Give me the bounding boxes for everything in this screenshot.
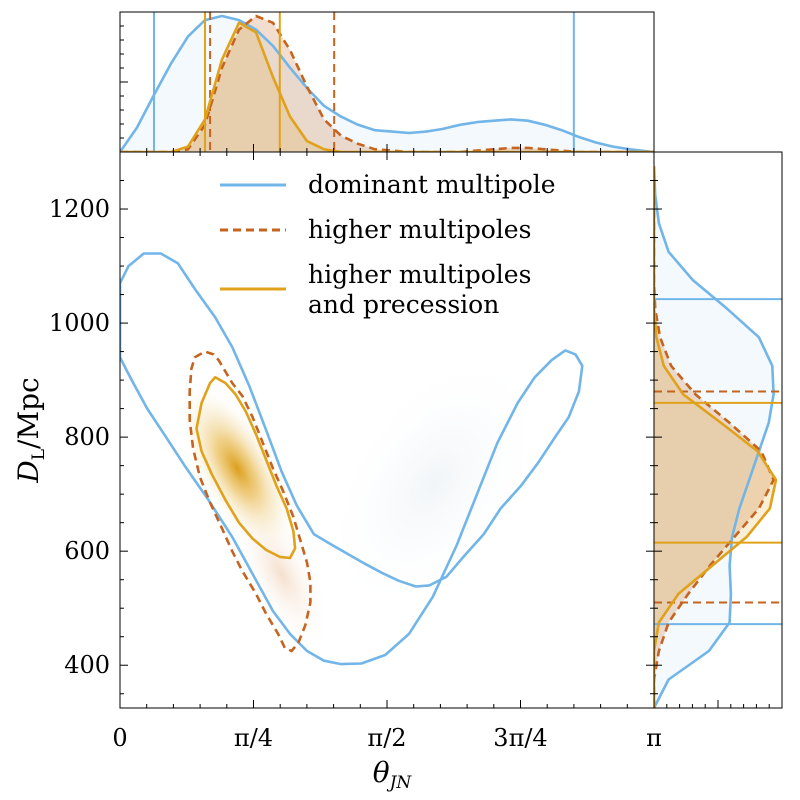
y-tick-label-3: 1000	[49, 309, 110, 337]
right-marginal-curve-0	[654, 166, 775, 708]
contour-series-2	[195, 375, 297, 560]
right-marginal-curve-1	[654, 166, 775, 708]
top-marginal-fill-2	[120, 22, 654, 152]
main-panel: 0 π/4 π/2 3π/4 π 400 600 800 1000 1200	[49, 151, 662, 752]
x-tick-label-2: π/2	[367, 724, 406, 752]
density-blob-peak	[178, 383, 297, 554]
density-shading	[178, 349, 548, 651]
x-tick-label-1: π/4	[234, 724, 273, 752]
top-marginal-fill-0	[120, 16, 654, 152]
top-ticks	[119, 11, 655, 153]
right-marginal-fill-2	[654, 166, 776, 708]
top-marginal-fill-1	[120, 16, 654, 152]
density-blob-faint	[321, 349, 548, 617]
top-marginal-curve-0	[120, 14, 654, 152]
right-marginal-layer	[654, 166, 782, 708]
legend-label-0: dominant multipole	[308, 170, 556, 199]
right-marginal-fill-1	[654, 166, 774, 708]
y-axis-label: DL/Mpc	[12, 377, 49, 483]
x-axis-label: θJN	[373, 756, 413, 793]
x-tick-label-0: 0	[112, 724, 127, 752]
y-tick-label-1: 600	[64, 537, 110, 565]
x-tick-label-3: 3π/4	[493, 724, 547, 752]
right-ticks	[653, 151, 783, 708]
top-marginal-curve-2	[120, 21, 654, 152]
legend: dominant multipole higher multipoles highe…	[220, 170, 556, 319]
top-marginal-curve-1	[120, 14, 654, 152]
contour-series-0	[120, 252, 584, 666]
right-marginal-panel	[653, 151, 783, 709]
y-tick-label-0: 400	[64, 651, 110, 679]
legend-label-2: higher multipoles and precession	[308, 260, 531, 319]
y-tick-label-2: 800	[64, 423, 110, 451]
main-ticks: 0 π/4 π/2 3π/4 π 400 600 800 1000 1200	[49, 151, 662, 752]
contour-layer	[120, 252, 584, 666]
x-tick-label-4: π	[646, 724, 662, 752]
right-marginal-curve-2	[654, 166, 778, 708]
top-marginal-panel	[119, 11, 655, 153]
top-marginal-layer	[120, 12, 654, 152]
y-tick-label-4: 1200	[49, 195, 110, 223]
legend-label-1: higher multipoles	[308, 215, 531, 244]
right-marginal-fill-0	[654, 166, 774, 708]
contour-series-1	[188, 350, 312, 653]
